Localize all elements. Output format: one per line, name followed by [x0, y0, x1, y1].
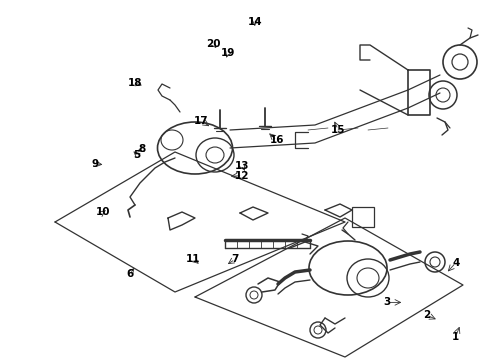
Text: 15: 15: [331, 125, 345, 135]
Text: 8: 8: [139, 144, 146, 154]
Text: 13: 13: [235, 161, 250, 171]
Text: 16: 16: [270, 135, 284, 145]
Text: 19: 19: [220, 48, 235, 58]
Text: 6: 6: [126, 269, 133, 279]
Text: 10: 10: [96, 207, 110, 217]
Text: 12: 12: [235, 171, 250, 181]
Text: 4: 4: [452, 258, 460, 268]
Text: 18: 18: [127, 78, 142, 88]
Text: 9: 9: [92, 159, 99, 169]
Text: 1: 1: [452, 332, 459, 342]
Text: 20: 20: [206, 39, 220, 49]
Text: 11: 11: [186, 254, 201, 264]
Text: 14: 14: [247, 17, 262, 27]
Text: 2: 2: [423, 310, 430, 320]
Text: 7: 7: [231, 254, 239, 264]
Bar: [352, 207, 374, 227]
Text: 17: 17: [194, 116, 208, 126]
Text: 3: 3: [384, 297, 391, 307]
Text: 5: 5: [134, 150, 141, 160]
